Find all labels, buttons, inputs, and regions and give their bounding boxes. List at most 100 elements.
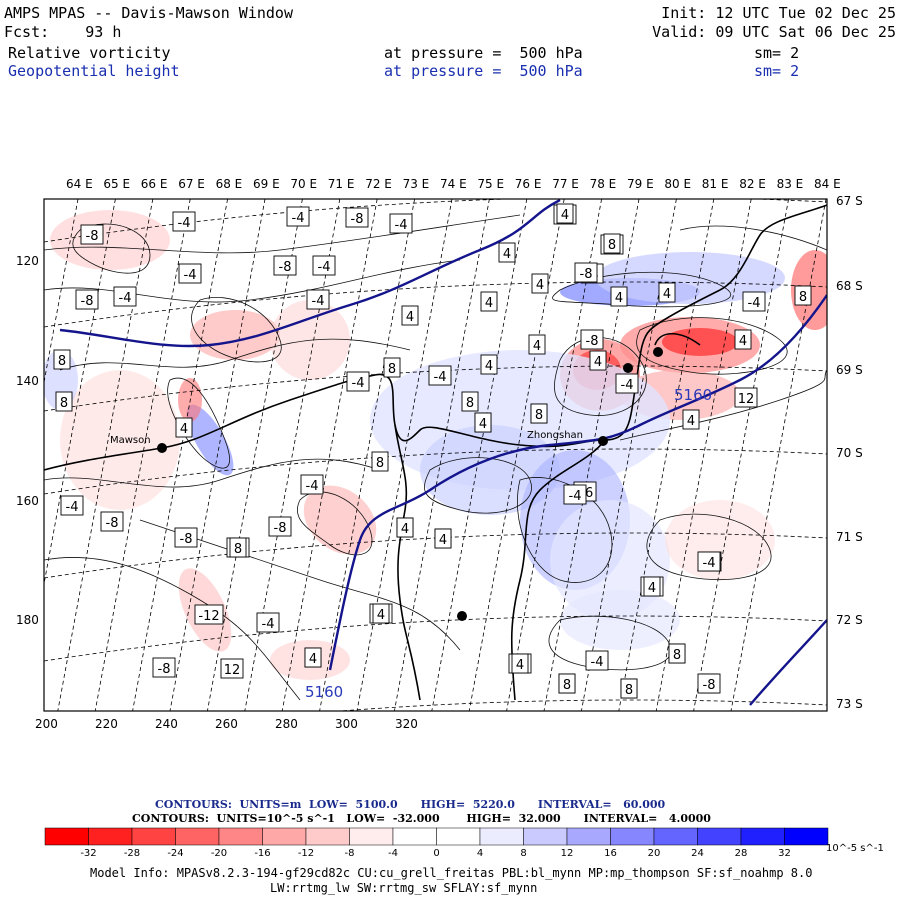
y-tick-label: 180 [16,613,39,627]
vorticity-label: 4 [396,517,414,538]
colorbar-label: -32 [80,848,97,859]
longitude-label: 72 E [365,177,392,191]
colorbar-swatch [131,827,176,846]
y-tick-label: 140 [16,374,39,388]
vorticity-label-text: -8 [81,294,94,309]
vorticity-label-text: 4 [516,658,524,673]
vorticity-label: -4 [172,211,196,232]
vorticity-label-text: -4 [569,489,582,504]
vorticity-label: -4 [697,551,721,572]
vorticity-label-text: -4 [306,479,319,494]
vorticity-label: 8 [794,285,812,306]
longitude-label: 70 E [290,177,318,191]
longitude-label: 84 E [814,177,841,191]
vorticity-label: 4 [682,409,700,430]
longitude-label: 79 E [627,177,654,191]
vorticity-label: -4 [615,373,639,394]
vorticity-label-text: 8 [466,396,474,411]
y-tick-label: 160 [16,494,39,508]
colorbar-label: 20 [647,848,661,859]
vorticity-label: -8 [580,329,604,350]
vorticity-label-text: 8 [563,678,571,693]
vorticity-label-text: 8 [799,290,807,305]
vorticity-label-text: -8 [274,521,287,536]
parallel-line [44,199,827,243]
vorticity-label-text: 4 [401,522,409,537]
vorticity-label-text: -4 [184,268,197,283]
x-tick-label: 300 [335,717,358,731]
colorbar-label: -20 [210,848,228,859]
meridian-line [244,199,341,711]
meridian-line [94,199,191,711]
colorbar-swatch [88,827,133,846]
vorticity-label-text: 12 [738,392,755,407]
meridian-line [281,199,378,711]
vorticity-label: -4 [60,495,84,516]
latitude-label: 72 S [836,613,863,627]
vorticity-label: -4 [346,371,370,392]
field2-level: at pressure = 500 hPa [384,62,583,80]
vorticity-label: 8 [383,357,401,378]
vorticity-label: 4 [498,242,516,263]
vorticity-label: -4 [300,474,324,495]
vorticity-label-text: -4 [119,291,132,306]
vorticity-label-text: 4 [485,359,493,374]
vorticity-label: -8 [268,516,292,537]
meridian-line [57,199,154,711]
vorticity-label-text: -8 [279,260,292,275]
colorbar-label: -12 [297,848,315,859]
vorticity-label-text: -8 [586,334,599,349]
vorticity-label: -4 [563,484,587,505]
colorbar-label: -24 [167,848,184,859]
parallel-line [44,615,827,662]
vorticity-label-text: -8 [351,212,364,227]
model-info: Model Info: MPASv8.2.3-194-gf29cd82c CU:… [90,866,813,880]
meridian-line [356,199,453,711]
vorticity-label-text: -4 [621,378,634,393]
vorticity-label-text: 4 [180,422,188,437]
colorbar-label: 12 [560,848,574,859]
vorticity-label-text: 4 [479,417,487,432]
vorticity-label: -8 [345,207,369,228]
station-label-mawson: Mawson [110,435,151,446]
longitude-label: 68 E [215,177,243,191]
vorticity-label-text: -4 [395,218,408,233]
longitude-label: 69 E [253,177,280,191]
vorticity-label-text: -4 [352,376,365,391]
vorticity-label: -4 [428,365,452,386]
vorticity-label-text: 8 [58,354,66,369]
vorticity-label-text: -8 [180,532,193,547]
vorticity-label: 8 [461,391,479,412]
colorbar [44,827,829,846]
colorbar-label: 0 [433,848,440,859]
colorbar-swatch [479,827,524,846]
field2-smoothing: sm= 2 [754,62,800,80]
vorticity-label-text: 4 [377,608,385,623]
vorticity-label-text: -8 [703,678,716,693]
vorticity-label: 4 [734,329,752,350]
vorticity-label: -4 [585,650,609,671]
vorticity-label-text: -4 [591,655,604,670]
colorbar-swatch [523,827,568,846]
vorticity-label-text: -4 [66,500,79,515]
height-label-5160-east: 5160 [674,386,712,404]
vorticity-label: -4 [256,612,280,633]
vorticity-label: 4 [511,653,529,674]
colorbar-swatch [349,827,394,846]
valid-time: Valid: 09 UTC Sat 06 Dec 25 [652,23,896,41]
vorticity-label-text: -4 [312,294,325,309]
field1-smoothing: sm= 2 [754,44,800,62]
latitude-label: 73 S [836,697,863,711]
longitude-label: 66 E [140,177,168,191]
longitude-label: 74 E [440,177,467,191]
vorticity-label-text: 4 [648,581,656,596]
forecast-hour: Fcst: 93 h [4,23,122,41]
meridian-line [44,199,116,587]
longitude-label: 73 E [402,177,430,191]
station-markers [157,347,663,621]
colorbar-swatch [44,827,89,846]
vorticity-label-text: 4 [439,533,447,548]
colorbar-label: 8 [520,848,527,859]
vorticity-label: 4 [480,354,498,375]
